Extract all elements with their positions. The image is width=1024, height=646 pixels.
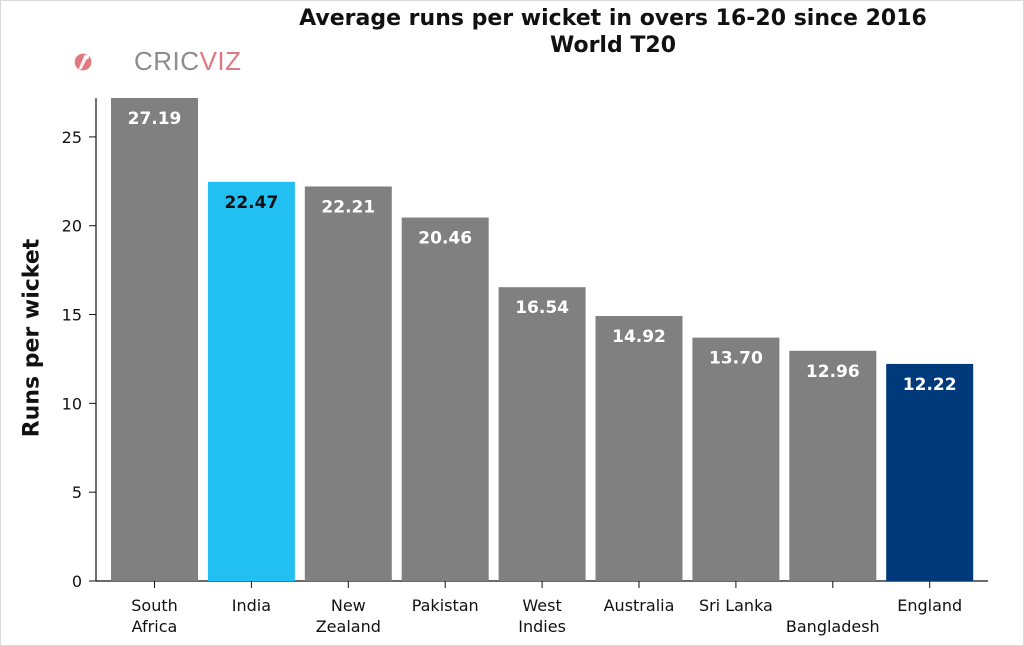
bar-value-label: 27.19 xyxy=(128,109,182,129)
x-category-label: New xyxy=(331,596,366,615)
x-category-label: South xyxy=(131,596,178,615)
bar-value-label: 20.46 xyxy=(418,229,472,249)
y-tick-label: 20 xyxy=(62,217,82,236)
cricviz-logo-icon xyxy=(74,53,92,71)
bar-value-label: 13.70 xyxy=(709,349,763,369)
x-category-label: Sri Lanka xyxy=(699,596,773,615)
x-category-label: England xyxy=(897,596,962,615)
y-tick-label: 10 xyxy=(62,394,82,413)
bar xyxy=(111,98,198,581)
x-category-label: Bangladesh xyxy=(786,617,880,636)
x-category-label: Pakistan xyxy=(412,596,479,615)
x-category-label: India xyxy=(232,596,271,615)
bar-value-label: 22.47 xyxy=(225,193,279,213)
x-category-label: Africa xyxy=(132,617,178,636)
x-category-label: Zealand xyxy=(316,617,381,636)
bar xyxy=(595,315,683,581)
y-tick-label: 15 xyxy=(62,306,82,325)
bar xyxy=(886,363,974,581)
bar-value-label: 22.21 xyxy=(321,197,375,217)
bar xyxy=(207,181,295,582)
chart-title: Average runs per wicket in overs 16-20 s… xyxy=(299,6,927,31)
x-category-label: Australia xyxy=(604,596,675,615)
y-tick-label: 0 xyxy=(72,572,82,591)
bar-value-label: 12.22 xyxy=(903,375,957,395)
bar-value-label: 12.96 xyxy=(806,362,860,382)
bar xyxy=(401,217,489,581)
x-category-label: Indies xyxy=(518,617,566,636)
bar xyxy=(789,350,877,581)
bar xyxy=(498,287,586,581)
bar-value-label: 16.54 xyxy=(515,298,569,318)
x-category-label: West xyxy=(522,596,561,615)
y-tick-label: 25 xyxy=(62,128,82,147)
cricviz-logo-text: CRICVIZ xyxy=(134,46,242,76)
bar xyxy=(692,337,780,581)
chart-subtitle: World T20 xyxy=(549,33,677,58)
bar-value-label: 14.92 xyxy=(612,327,666,347)
y-tick-label: 5 xyxy=(72,483,82,502)
bar xyxy=(304,186,392,581)
